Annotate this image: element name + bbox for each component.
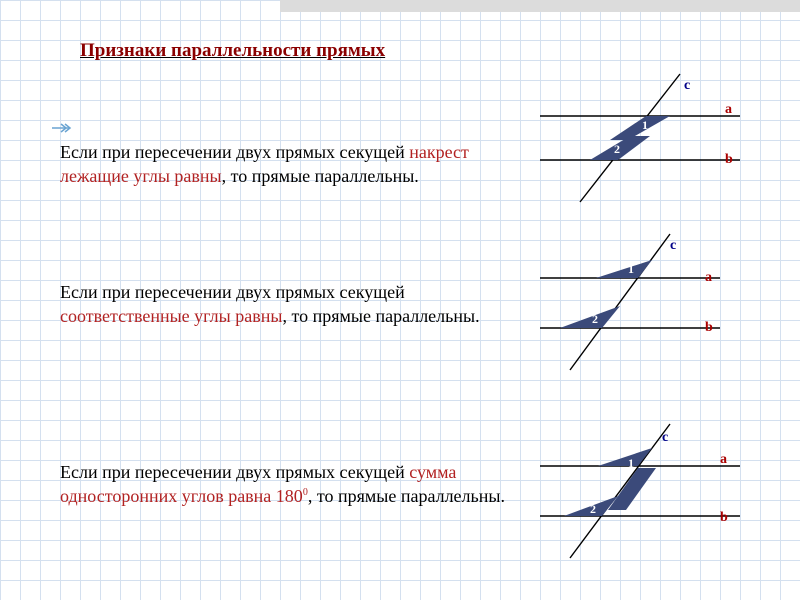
title-text: Признаки параллельности прямых	[80, 40, 385, 61]
diagram-corresponding-angles: 1 2 c a b	[520, 230, 760, 380]
diagram-alternate-angles: 1 2 c a b	[520, 70, 760, 210]
t2-highlight: соответственные углы равны	[60, 306, 282, 326]
t3-prefix: Если при пересечении двух прямых секущей	[60, 462, 409, 482]
label-c: c	[662, 430, 668, 446]
angle-num-2: 2	[590, 502, 596, 517]
theorem-1: Если при пересечении двух прямых секущей…	[60, 140, 480, 189]
angle-num-2: 2	[592, 312, 598, 327]
t2-prefix: Если при пересечении двух прямых секущей	[60, 282, 405, 302]
label-a: a	[725, 102, 732, 118]
t1-suffix: , то прямые параллельны.	[222, 166, 419, 186]
diagram-co-interior-angles: 1 2 c a b	[520, 420, 760, 570]
top-decorative-bar	[280, 0, 800, 12]
label-b: b	[705, 320, 713, 336]
angle-num-1: 1	[628, 262, 634, 277]
t3-suffix: , то прямые параллельны.	[308, 486, 505, 506]
label-a: a	[720, 452, 727, 468]
angle-num-2: 2	[614, 142, 620, 157]
t1-prefix: Если при пересечении двух прямых секущей	[60, 142, 409, 162]
label-b: b	[725, 152, 733, 168]
t2-suffix: , то прямые параллельны.	[282, 306, 479, 326]
theorem-3: Если при пересечении двух прямых секущей…	[60, 460, 520, 509]
angle-num-1: 1	[628, 456, 634, 471]
label-b: b	[720, 510, 728, 526]
page-title: Признаки параллельности прямых	[80, 40, 385, 62]
label-c: c	[684, 78, 690, 94]
bullet-arrow-icon	[52, 120, 74, 130]
angle-num-1: 1	[642, 118, 648, 133]
label-c: c	[670, 238, 676, 254]
label-a: a	[705, 270, 712, 286]
theorem-2: Если при пересечении двух прямых секущей…	[60, 280, 480, 329]
